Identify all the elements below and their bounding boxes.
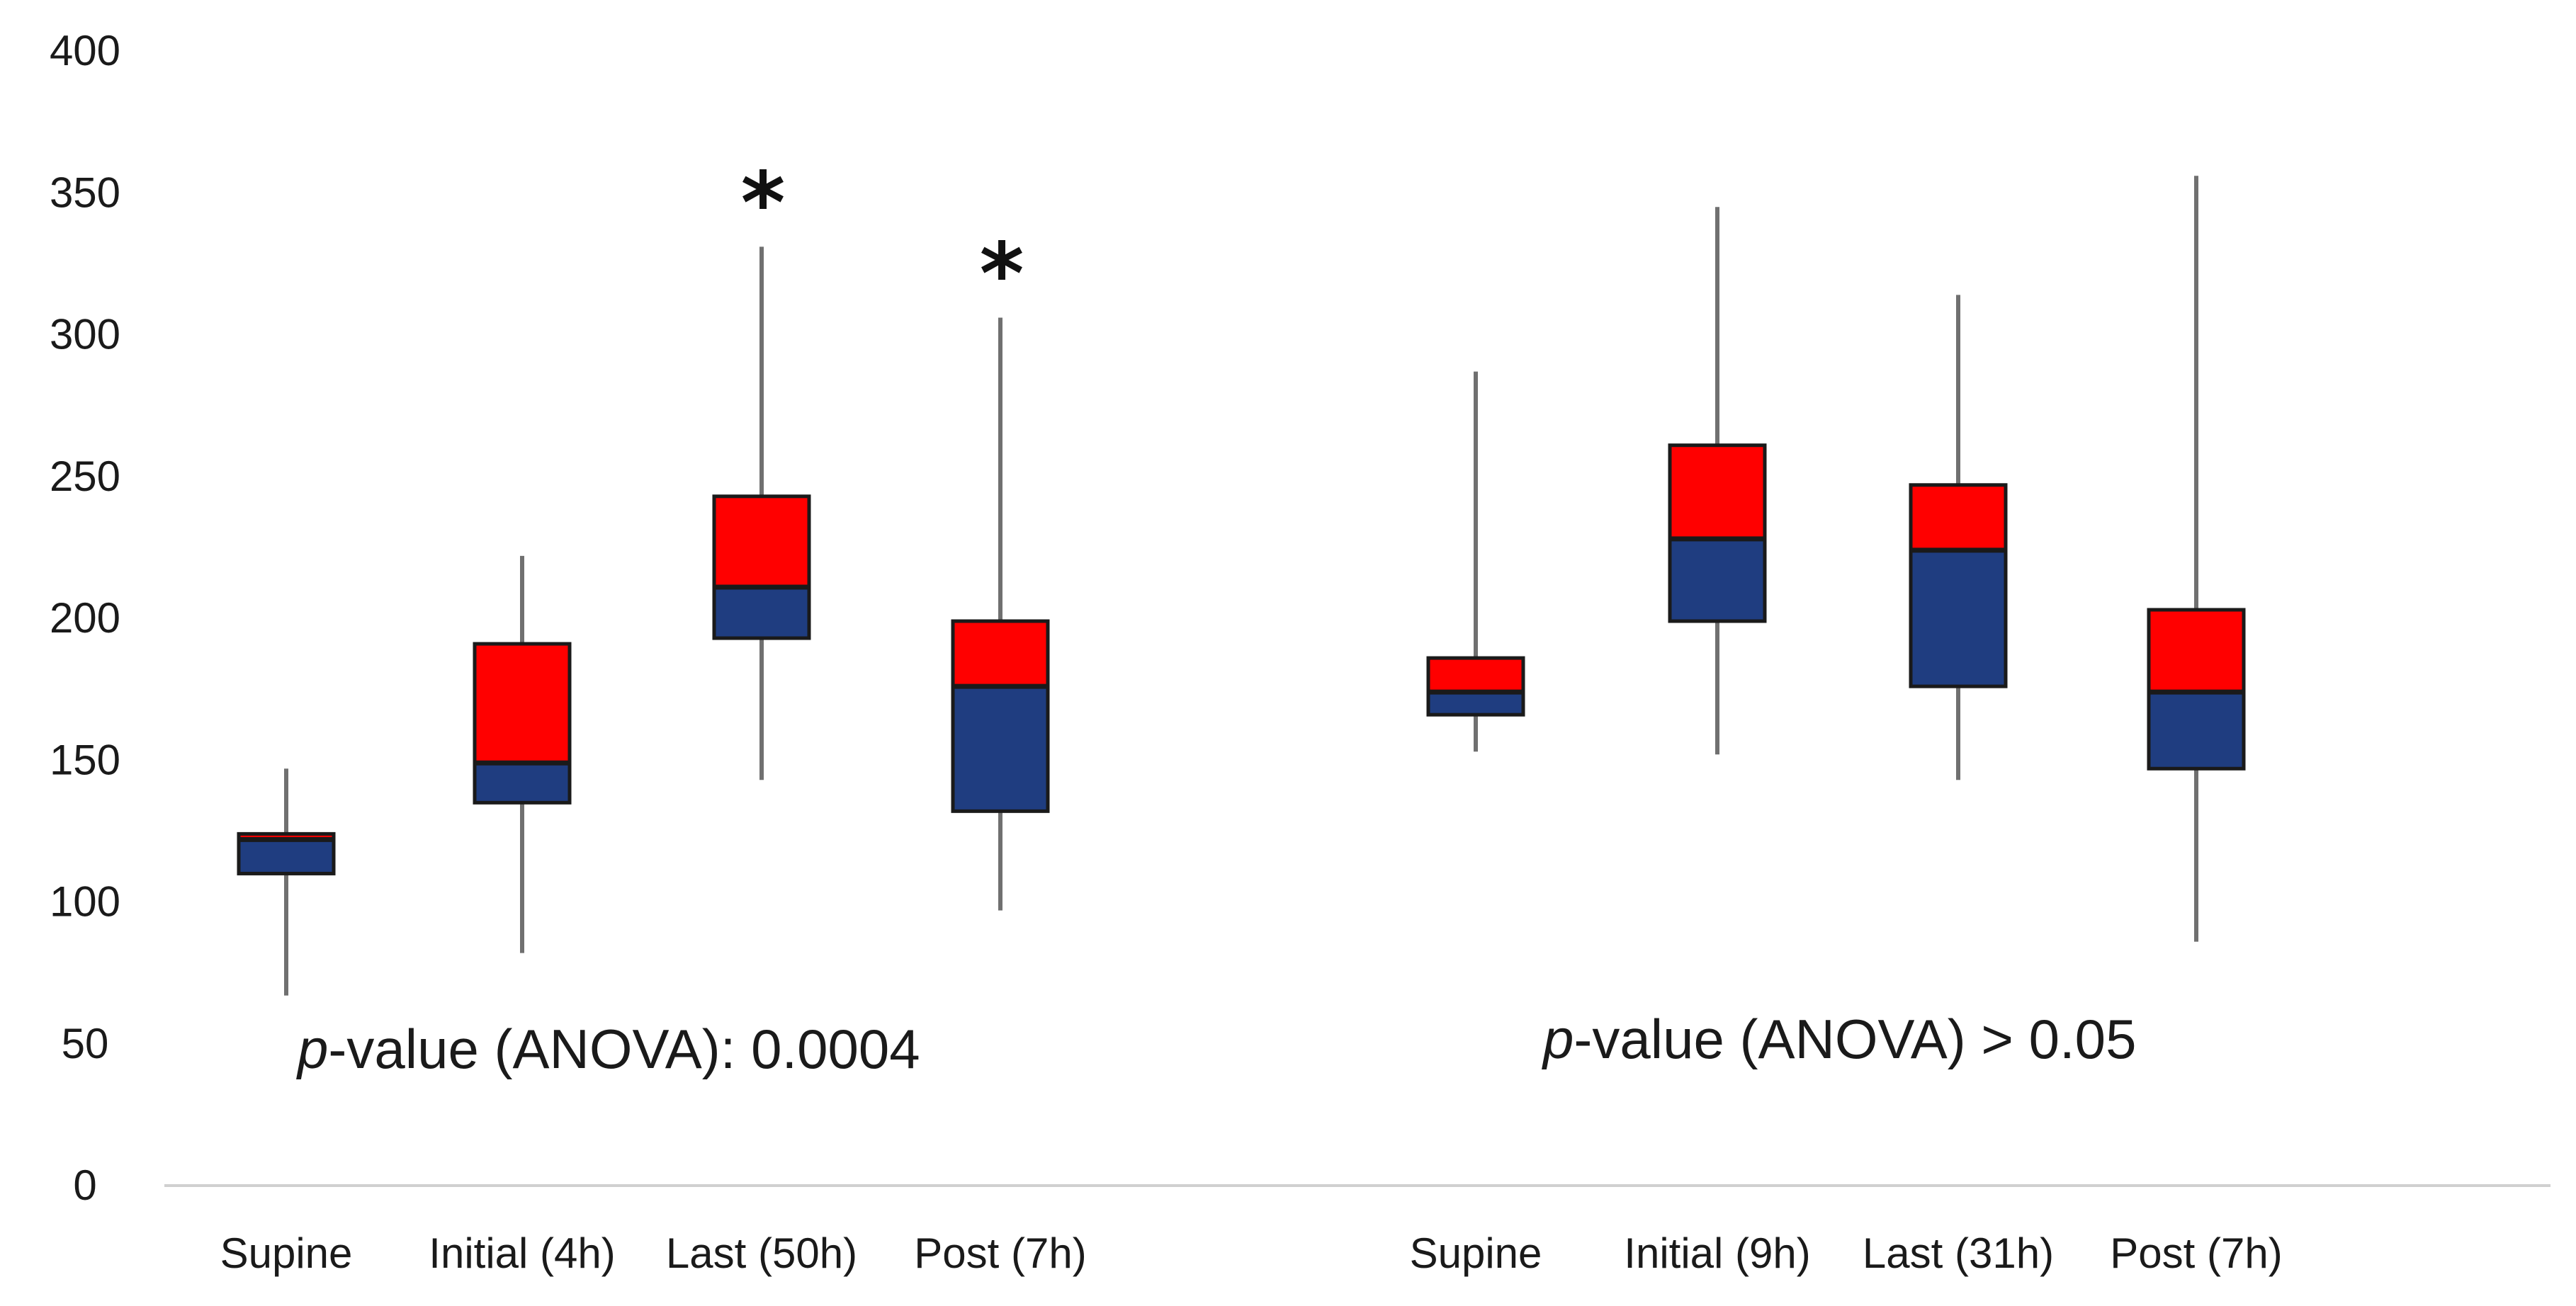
y-tick-label: 150 (50, 736, 120, 783)
y-tick-label: 50 (62, 1020, 109, 1067)
category-label: Initial (9h) (1624, 1230, 1810, 1277)
upper-box (951, 619, 1050, 688)
box-2-2 (1668, 207, 1767, 755)
anova-annotation: p-value (ANOVA): 0.0004 (296, 1018, 920, 1080)
category-label: Last (31h) (1863, 1230, 2054, 1277)
significance-asterisk: * (741, 154, 786, 253)
upper-box (1668, 443, 1767, 541)
lower-box (951, 684, 1050, 813)
y-tick-label: 250 (50, 453, 120, 500)
y-tick-label: 400 (50, 27, 120, 74)
y-tick-label: 300 (50, 311, 120, 358)
lower-box (1426, 690, 1525, 717)
category-label: Last (50h) (666, 1230, 857, 1277)
box-1-1 (237, 768, 336, 996)
box-2-4 (2147, 176, 2246, 942)
box-1-4: * (951, 225, 1050, 911)
box-2-3 (1909, 295, 2008, 780)
upper-box (712, 494, 811, 589)
significance-asterisk: * (980, 225, 1024, 324)
category-label: Supine (220, 1230, 353, 1277)
upper-box (1426, 656, 1525, 694)
box-1-2 (473, 555, 572, 953)
lower-box (473, 761, 572, 805)
lower-box (1668, 537, 1767, 623)
category-label: Supine (1410, 1230, 1542, 1277)
category-label: Post (7h) (914, 1230, 1086, 1277)
box-1-3: * (712, 154, 811, 780)
upper-box (2147, 608, 2246, 694)
anova-annotations: p-value (ANOVA): 0.0004 p-value (ANOVA) >… (296, 1008, 2136, 1080)
boxes: ** (237, 154, 2246, 996)
y-tick-label: 350 (50, 169, 120, 216)
lower-box (712, 585, 811, 640)
lower-box (237, 837, 336, 875)
upper-box (1909, 483, 2008, 552)
category-labels: Supine Initial (4h) Last (50h) Post (7h) Sup… (220, 1230, 2283, 1277)
lower-box (1909, 548, 2008, 688)
category-label: Post (7h) (2110, 1230, 2282, 1277)
box-2-1 (1426, 371, 1525, 752)
lower-box (2147, 690, 2246, 771)
category-label: Initial (4h) (429, 1230, 615, 1277)
y-tick-label: 0 (73, 1162, 96, 1209)
y-axis: 0 50 100 150 200 250 300 350 400 (50, 27, 120, 1209)
upper-box (473, 642, 572, 765)
anova-annotation: p-value (ANOVA) > 0.05 (1542, 1008, 2136, 1070)
y-tick-label: 200 (50, 594, 120, 642)
y-tick-label: 100 (50, 878, 120, 926)
